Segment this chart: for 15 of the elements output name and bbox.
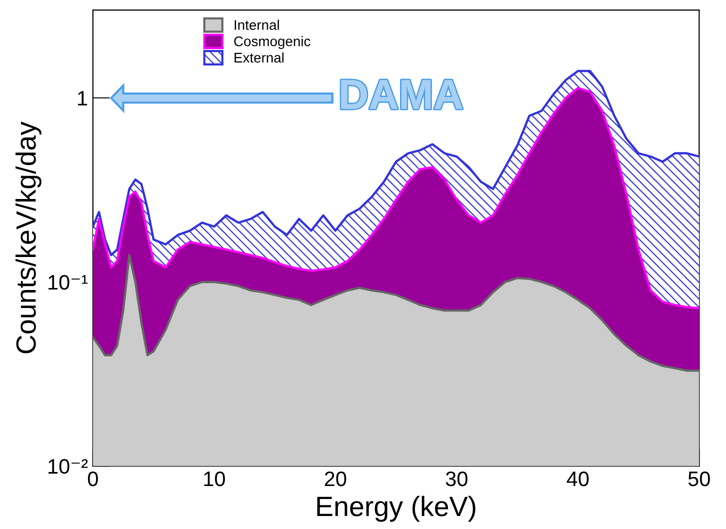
y-tick-label: 1 <box>78 91 88 106</box>
x-axis-title: Energy (keV) <box>317 496 476 522</box>
x-tick-label: 10 <box>204 471 225 486</box>
x-tick-label: 50 <box>688 471 710 486</box>
y-axis-title: Counts/keV/kg/day <box>16 122 42 354</box>
y-tick-label: 10⁻² <box>48 459 88 474</box>
legend-label: External <box>234 52 284 63</box>
x-tick-label: 30 <box>446 471 468 486</box>
x-tick-label: 0 <box>88 471 98 486</box>
legend-label: Internal <box>234 20 279 30</box>
y-tick-label: 10⁻¹ <box>48 274 88 290</box>
annotation: DAMA <box>341 80 462 109</box>
x-tick-label: 20 <box>324 471 346 486</box>
x-tick-label: 40 <box>566 471 589 486</box>
legend-label: Cosmogenic <box>234 36 310 50</box>
